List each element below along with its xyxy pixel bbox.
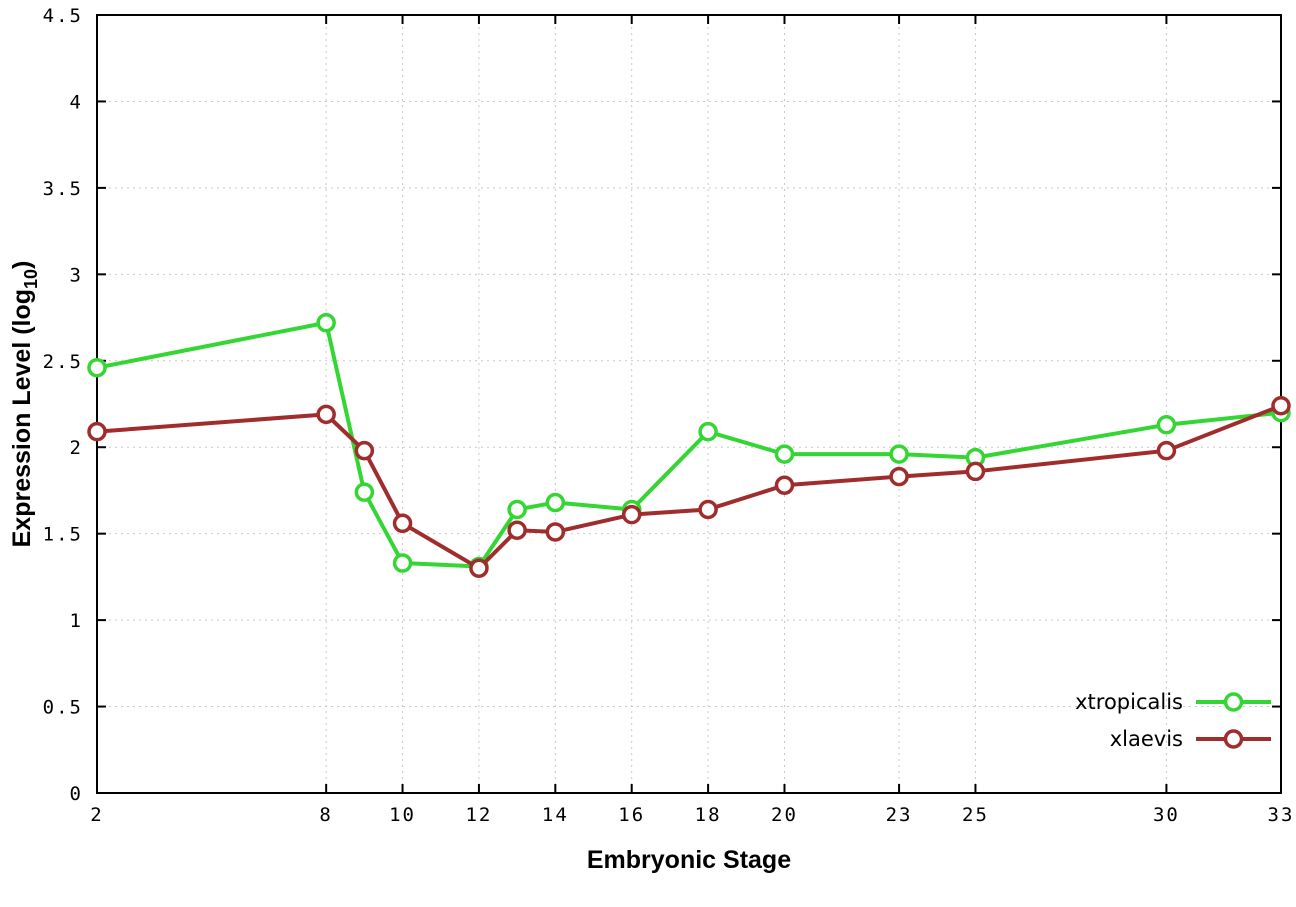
x-tick-label: 8	[319, 804, 332, 826]
axis-ticks: 2 8 10 12 14 16 18 20 23 25 30 33 0 0.5 1 1.5 2 2.5 3 3.5 4 4…	[43, 5, 1295, 826]
y-tick-label: 3	[70, 264, 83, 286]
series-xlaevis-marker	[507, 520, 527, 540]
series-xtropicalis-marker	[87, 357, 107, 378]
series-xlaevis-marker	[1271, 395, 1291, 416]
legend-label-xlaevis: xlaevis	[1110, 727, 1183, 751]
y-tick-label: 2	[70, 437, 83, 459]
series-xtropicalis-marker	[354, 482, 375, 502]
series-xlaevis-marker	[774, 475, 795, 496]
y-tick-label: 3.5	[43, 178, 83, 200]
series-xlaevis-marker	[1156, 440, 1177, 461]
y-tick-label: 4.5	[43, 5, 83, 27]
series-xtropicalis-marker	[392, 553, 413, 573]
x-tick-label: 30	[1153, 804, 1180, 826]
y-tick-label: 1	[70, 610, 83, 632]
x-tick-label: 18	[695, 804, 722, 826]
series-xtropicalis-marker	[774, 444, 795, 464]
series-xlaevis-marker	[316, 404, 336, 425]
y-tick-label: 4	[70, 91, 83, 113]
svg-text:Expression Level (log10): Expression Level (log10)	[8, 261, 41, 548]
series-xtropicalis-line	[96, 320, 1282, 569]
series-xlaevis-marker	[698, 499, 718, 520]
legend-marker-xlaevis	[1223, 729, 1244, 749]
legend: xtropicalis xlaevis	[1075, 690, 1271, 751]
x-tick-label: 25	[962, 804, 989, 826]
series-xtropicalis-marker	[316, 312, 336, 333]
series-xlaevis-marker	[545, 522, 566, 542]
series-xlaevis	[87, 395, 1291, 578]
legend-label-xtropicalis: xtropicalis	[1075, 690, 1183, 714]
series-xlaevis-marker	[621, 504, 642, 525]
grid	[96, 14, 1282, 794]
series-xtropicalis-marker	[507, 499, 527, 520]
y-tick-label: 2.5	[43, 351, 83, 373]
series-xlaevis-marker	[392, 513, 413, 534]
series-xtropicalis-marker	[889, 444, 909, 464]
series-xtropicalis-marker	[545, 492, 566, 513]
x-tick-label: 12	[465, 804, 492, 826]
y-tick-label: 0.5	[43, 697, 83, 719]
series-xlaevis-marker	[889, 466, 909, 487]
x-tick-label: 16	[618, 804, 645, 826]
series-xlaevis-marker	[87, 421, 107, 442]
series-xtropicalis-marker	[1156, 414, 1177, 435]
x-tick-label: 20	[771, 804, 798, 826]
y-tick-label: 1.5	[43, 524, 83, 546]
x-tick-label: 14	[542, 804, 569, 826]
series-xlaevis-marker	[965, 461, 986, 482]
series-xlaevis-marker	[469, 558, 489, 578]
y-axis-title: Expression Level (log10)	[8, 261, 41, 548]
series-xlaevis-marker	[354, 440, 375, 461]
y-tick-label: 0	[70, 783, 83, 805]
series-xtropicalis	[87, 312, 1291, 577]
x-tick-label: 23	[886, 804, 913, 826]
x-tick-label: 33	[1268, 804, 1295, 826]
x-tick-label: 10	[389, 804, 416, 826]
legend-marker-xtropicalis	[1223, 692, 1244, 712]
x-tick-label: 2	[90, 804, 103, 826]
x-axis-title: Embryonic Stage	[587, 846, 791, 874]
plot-border	[96, 14, 1282, 794]
series-xtropicalis-marker	[698, 421, 718, 442]
series-xlaevis-line	[96, 403, 1282, 571]
